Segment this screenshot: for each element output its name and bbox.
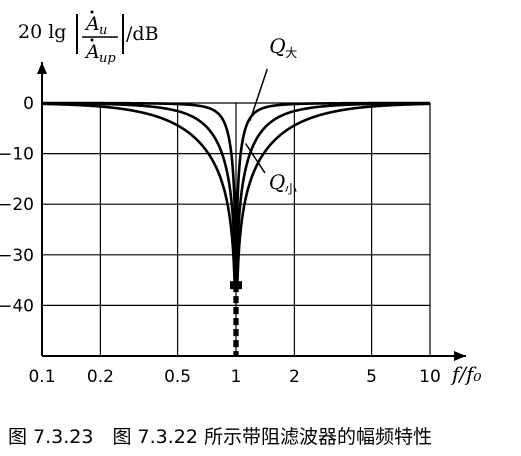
x-tick-label: 2 (289, 367, 300, 387)
annotation-q-small-sub: 小 (285, 182, 297, 196)
dot-accent-bottom (90, 38, 94, 42)
x-axis-label: f/f₀ (450, 362, 482, 386)
dot-accent-top (90, 10, 94, 14)
x-tick-label: 0.5 (164, 367, 191, 387)
figure-caption: 图 7.3.23 图 7.3.22 所示带阻滤波器的幅频特性 (8, 426, 432, 448)
x-tick-labels: 0.1 0.2 0.5 1 2 5 10 (28, 367, 440, 387)
y-label-denominator: A (84, 41, 100, 63)
annotation-q-large: Q (269, 34, 285, 58)
x-tick-label: 10 (419, 367, 441, 387)
y-tick-label: −20 (0, 195, 34, 215)
y-axis-arrow (37, 62, 47, 74)
annotation-leader-q-large (249, 68, 268, 121)
notch-bottom-mark (230, 281, 242, 290)
chart-axes (37, 62, 466, 361)
y-label-unit: /dB (126, 23, 159, 45)
y-label-denominator-sub: up (99, 51, 116, 66)
y-tick-labels: 0 −10 −20 −30 −40 (0, 94, 34, 316)
y-tick-label: 0 (23, 94, 34, 114)
y-label-prefix: 20 lg (18, 21, 66, 43)
y-label-numerator-sub: u (99, 23, 107, 38)
x-tick-label: 5 (366, 367, 377, 387)
x-axis-arrow (454, 351, 466, 361)
x-tick-label: 1 (231, 367, 242, 387)
annotation-q-small: Q (269, 170, 285, 194)
annotation-q-large-sub: 大 (285, 46, 297, 60)
chart-annotations: Q 大Q 小 (244, 34, 297, 196)
y-axis-label: 20 lg A u A up /dB (18, 10, 159, 66)
chart-curves (41, 101, 431, 356)
x-tick-label: 0.1 (28, 367, 55, 387)
y-tick-label: −10 (0, 145, 34, 165)
y-label-numerator: A (84, 13, 100, 35)
y-tick-label: −30 (0, 246, 34, 266)
annotation-leader-q-small (244, 143, 266, 174)
y-tick-label: −40 (0, 296, 34, 316)
x-tick-label: 0.2 (87, 367, 114, 387)
